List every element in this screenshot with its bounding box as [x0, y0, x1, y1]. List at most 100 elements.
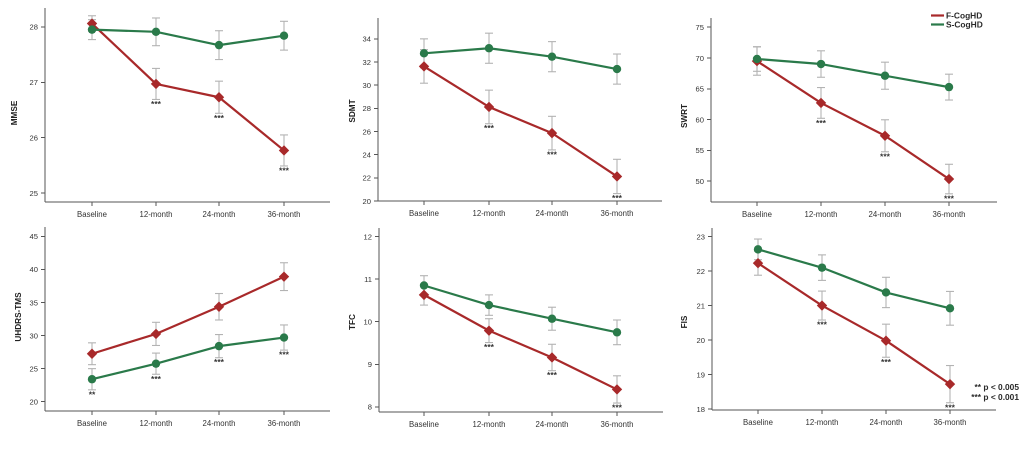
footnote-text: ** p < 0.005: [975, 382, 1020, 392]
data-point-s-coghd: [612, 64, 622, 74]
x-tick-label: Baseline: [742, 210, 772, 219]
series-line-f-coghd: [91, 275, 285, 355]
data-point-f-coghd: [880, 335, 892, 346]
series-line-f-coghd: [423, 293, 618, 391]
data-point-s-coghd: [752, 54, 762, 64]
series-line-s-coghd: [91, 28, 285, 47]
x-tick-label: 12-month: [140, 419, 173, 428]
significance-marker: ***: [817, 320, 828, 330]
y-tick-label: 18: [697, 405, 705, 414]
series-line-f-coghd: [91, 22, 285, 152]
x-tick-label: 36-month: [934, 418, 967, 427]
x-tick-label: 12-month: [140, 210, 173, 219]
legend-label: F-CogHD: [946, 11, 982, 21]
y-tick-label: 11: [364, 275, 372, 284]
x-tick-label: 24-month: [203, 210, 236, 219]
significance-marker: ***: [279, 350, 290, 360]
data-point-f-coghd: [86, 348, 98, 359]
y-tick-label: 50: [696, 177, 704, 186]
significance-marker: ***: [151, 99, 162, 109]
x-tick-label: 12-month: [805, 210, 838, 219]
data-point-f-coghd: [815, 97, 827, 109]
x-tick-label: Baseline: [743, 418, 773, 427]
legend-item-f-coghd: F-CogHD: [931, 11, 982, 21]
data-point-f-coghd: [611, 384, 623, 395]
panel-swrt: 50 55 60 65 70 75 Baseline 12-month 24-month 36-m…: [680, 18, 997, 219]
x-tick-label: Baseline: [409, 420, 439, 429]
data-point-f-coghd: [213, 92, 225, 103]
y-tick-label: 23: [697, 232, 705, 241]
significance-marker: ***: [547, 370, 558, 380]
x-tick-label: Baseline: [77, 210, 107, 219]
data-point-s-coghd: [484, 300, 494, 310]
data-point-s-coghd: [816, 59, 826, 69]
y-tick-label: 22: [363, 174, 371, 183]
y-axis-label: SWRT: [680, 104, 689, 128]
significance-marker: ***: [612, 403, 623, 413]
x-tick-label: 12-month: [473, 209, 506, 218]
significance-marker: ***: [279, 165, 290, 175]
significance-marker: ***: [547, 149, 558, 159]
x-tick-label: 24-month: [869, 210, 902, 219]
y-axis-label: MMSE: [10, 100, 19, 125]
y-tick-label: 75: [696, 23, 704, 32]
y-tick-label: 12: [364, 232, 372, 241]
y-tick-label: 28: [363, 104, 371, 113]
y-tick-label: 70: [696, 54, 704, 63]
data-point-s-coghd: [214, 40, 224, 50]
y-axis-label: UHDRS-TMS: [14, 292, 23, 342]
y-tick-label: 9: [368, 360, 372, 369]
data-point-s-coghd: [419, 49, 429, 58]
y-axis-label: FIS: [680, 315, 689, 328]
data-point-s-coghd: [945, 304, 955, 313]
significance-marker: ***: [484, 123, 495, 133]
footnote-text: *** p < 0.001: [971, 392, 1019, 402]
y-tick-label: 10: [364, 318, 372, 327]
significance-marker: ***: [214, 357, 225, 367]
data-point-f-coghd: [483, 101, 495, 113]
significance-marker: ***: [612, 193, 623, 203]
x-tick-label: 24-month: [203, 419, 236, 428]
y-tick-label: 20: [697, 336, 705, 345]
significance-marker: ***: [816, 118, 827, 128]
x-tick-label: Baseline: [409, 209, 439, 218]
y-tick-label: 22: [697, 267, 705, 276]
y-tick-label: 30: [363, 81, 371, 90]
data-point-s-coghd: [151, 359, 161, 368]
data-point-f-coghd: [611, 171, 623, 182]
significance-marker: ***: [214, 113, 225, 123]
y-tick-label: 32: [363, 58, 371, 67]
data-point-f-coghd: [213, 301, 225, 312]
y-tick-label: 19: [697, 370, 705, 379]
y-tick-label: 40: [30, 265, 38, 274]
significance-marker: ***: [945, 402, 956, 412]
y-tick-label: 8: [368, 403, 372, 412]
significance-marker: ***: [881, 357, 892, 367]
data-point-f-coghd: [418, 289, 430, 301]
data-point-f-coghd: [150, 78, 162, 90]
significance-footnote: ** p < 0.005*** p < 0.001: [971, 382, 1019, 402]
data-point-f-coghd: [546, 127, 558, 139]
data-point-s-coghd: [944, 82, 954, 92]
data-point-f-coghd: [944, 378, 956, 390]
data-point-f-coghd: [86, 18, 98, 29]
data-point-s-coghd: [612, 328, 622, 337]
data-point-s-coghd: [547, 314, 557, 323]
x-tick-label: 36-month: [933, 210, 966, 219]
data-point-f-coghd: [278, 271, 290, 282]
data-point-f-coghd: [150, 328, 162, 340]
data-point-f-coghd: [943, 173, 955, 185]
panel-mmse: 25 26 27 28 Baseline 12-month 24-month 36-month…: [10, 8, 330, 219]
panel-fis: 18 19 20 21 22 23 Baseline 12-month 24-month 36-m…: [680, 228, 996, 427]
x-tick-label: 12-month: [806, 418, 839, 427]
data-point-f-coghd: [546, 352, 558, 363]
series-line-s-coghd: [756, 57, 950, 89]
x-tick-label: 24-month: [536, 209, 569, 218]
y-axis-label: SDMT: [348, 99, 357, 122]
x-tick-label: 36-month: [601, 209, 634, 218]
y-tick-label: 35: [30, 298, 38, 307]
y-tick-label: 25: [30, 364, 38, 373]
y-tick-label: 25: [30, 189, 38, 198]
data-point-s-coghd: [880, 71, 890, 80]
